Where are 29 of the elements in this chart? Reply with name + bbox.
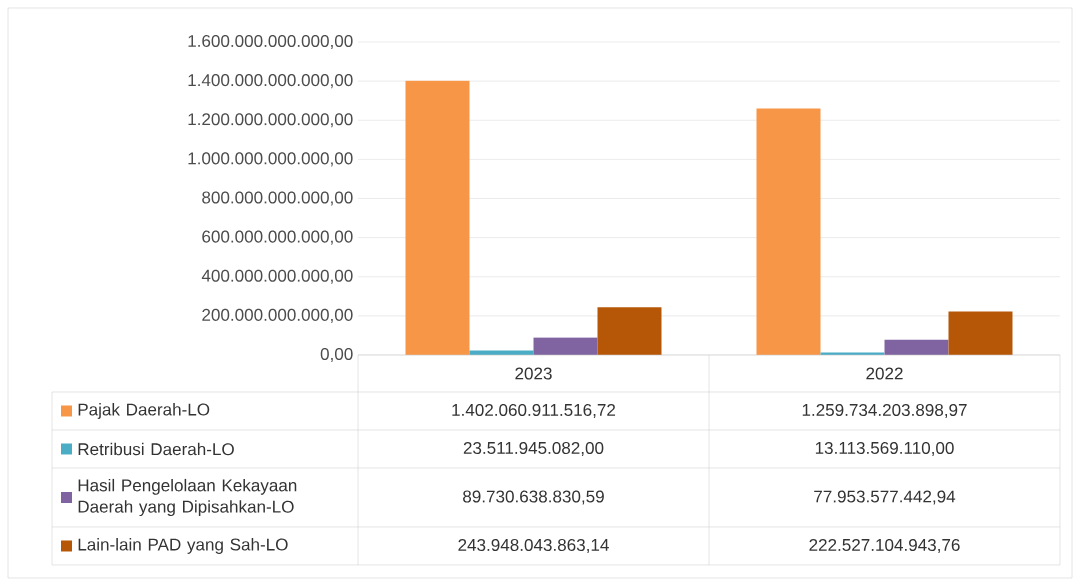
legend-label: Lain-lain PAD yang Sah-LO — [78, 538, 288, 554]
data-label: 89.730.638.830,59 — [463, 490, 604, 505]
y-tick-label: 1.200.000.000.000,00 — [188, 113, 353, 128]
x-tick-label: 2023 — [515, 367, 552, 380]
x-tick-label: 2022 — [866, 367, 903, 380]
data-label: 243.948.043.863,14 — [458, 538, 609, 554]
legend-label: Retribusi Daerah-LO — [78, 442, 234, 456]
data-label: 23.511.945.082,00 — [463, 441, 604, 457]
y-tick-label: 400.000.000.000,00 — [201, 269, 353, 284]
bar — [948, 311, 1013, 355]
y-tick-label: 1.000.000.000.000,00 — [188, 152, 353, 167]
data-label: 77.953.577.442,94 — [814, 490, 956, 505]
y-tick-label: 1.600.000.000.000,00 — [188, 34, 353, 50]
y-tick-label: 0,00 — [320, 347, 353, 363]
data-label: 222.527.104.943,76 — [809, 538, 960, 554]
data-label: 13.113.569.110,00 — [815, 441, 954, 457]
legend-label: Hasil Pengelolaan Kekayaan Daerah yang Dipisahkan-LO — [78, 478, 297, 517]
bar — [597, 307, 662, 355]
data-label: 1.402.060.911.516,72 — [452, 403, 616, 419]
bar — [405, 80, 470, 355]
y-tick-label: 800.000.000.000,00 — [202, 191, 353, 206]
bar — [756, 108, 821, 355]
bar — [533, 337, 598, 355]
bar — [884, 339, 949, 355]
y-tick-label: 600.000.000.000,00 — [202, 230, 353, 245]
legend-label: Pajak Daerah-LO — [78, 403, 210, 419]
data-label: 1.259.734.203.898,97 — [802, 403, 967, 419]
y-tick-label: 200.000.000.000,00 — [202, 308, 353, 323]
y-tick-label: 1.400.000.000.000,00 — [188, 74, 353, 89]
